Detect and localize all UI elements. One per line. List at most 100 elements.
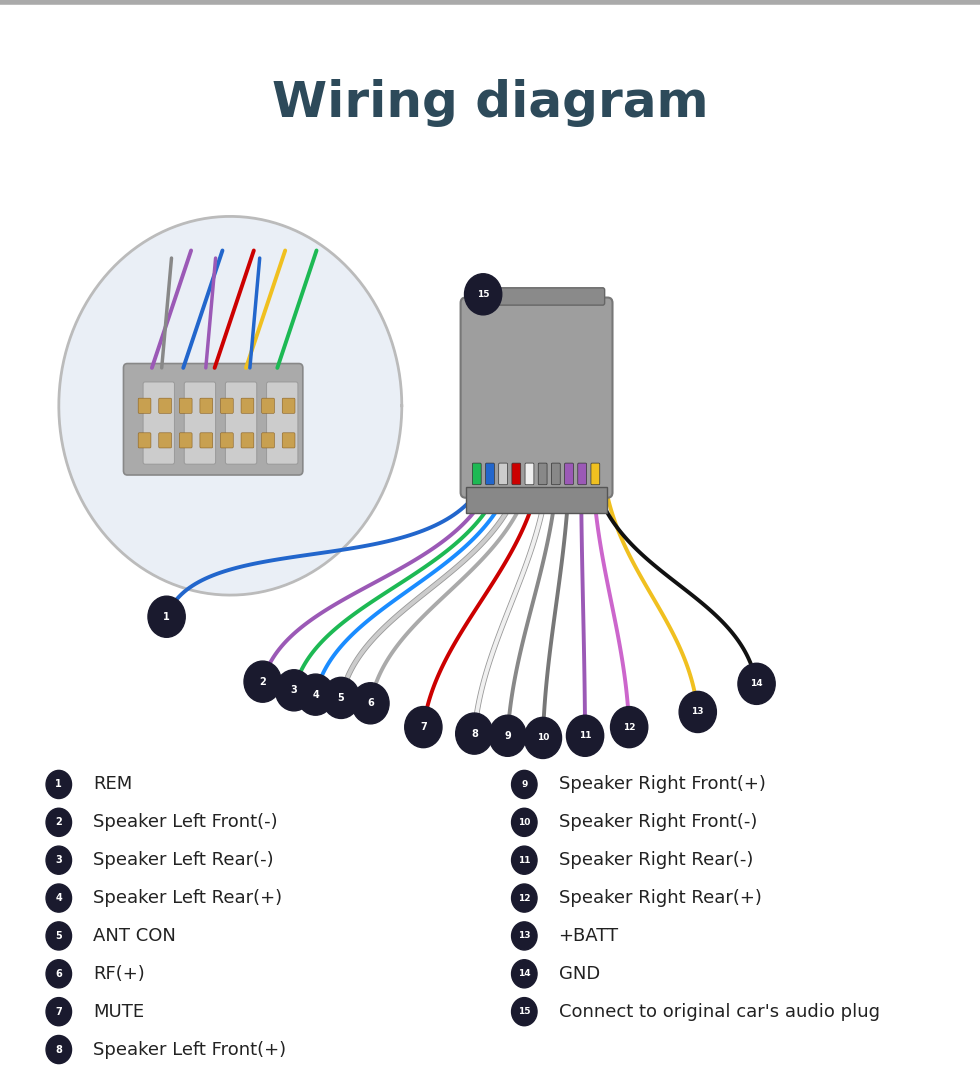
Text: Wiring diagram: Wiring diagram	[271, 79, 709, 127]
FancyBboxPatch shape	[143, 382, 174, 464]
FancyBboxPatch shape	[282, 433, 295, 448]
Circle shape	[524, 717, 562, 758]
FancyBboxPatch shape	[220, 433, 233, 448]
Circle shape	[512, 884, 537, 912]
FancyBboxPatch shape	[499, 463, 508, 485]
Text: 14: 14	[751, 679, 762, 688]
Text: Speaker Left Front(-): Speaker Left Front(-)	[93, 814, 277, 831]
FancyBboxPatch shape	[578, 463, 587, 485]
FancyBboxPatch shape	[564, 463, 573, 485]
Text: REM: REM	[93, 776, 132, 793]
FancyBboxPatch shape	[591, 463, 600, 485]
Text: 8: 8	[470, 728, 478, 739]
Text: 2: 2	[260, 676, 266, 687]
Text: Speaker Left Front(+): Speaker Left Front(+)	[93, 1041, 286, 1058]
Circle shape	[297, 674, 334, 715]
Text: 3: 3	[291, 685, 297, 696]
Text: Speaker Left Rear(-): Speaker Left Rear(-)	[93, 852, 273, 869]
FancyBboxPatch shape	[241, 433, 254, 448]
Circle shape	[46, 808, 72, 836]
FancyBboxPatch shape	[159, 433, 171, 448]
Text: Speaker Right Rear(-): Speaker Right Rear(-)	[559, 852, 753, 869]
FancyBboxPatch shape	[267, 382, 298, 464]
Text: 9: 9	[521, 780, 527, 789]
Circle shape	[738, 663, 775, 704]
Text: 8: 8	[55, 1044, 63, 1055]
FancyBboxPatch shape	[485, 463, 494, 485]
Circle shape	[148, 596, 185, 637]
Text: 4: 4	[56, 893, 62, 903]
Text: MUTE: MUTE	[93, 1003, 144, 1020]
FancyBboxPatch shape	[184, 382, 216, 464]
Text: 6: 6	[56, 968, 62, 979]
FancyBboxPatch shape	[262, 398, 274, 413]
Text: 5: 5	[338, 692, 344, 703]
FancyBboxPatch shape	[512, 463, 520, 485]
Text: 4: 4	[313, 689, 318, 700]
Text: RF(+): RF(+)	[93, 965, 145, 982]
Text: 2: 2	[56, 817, 62, 828]
Circle shape	[46, 884, 72, 912]
FancyBboxPatch shape	[225, 382, 257, 464]
FancyBboxPatch shape	[138, 433, 151, 448]
FancyBboxPatch shape	[200, 433, 213, 448]
Text: 3: 3	[56, 855, 62, 866]
Text: 9: 9	[505, 730, 511, 741]
FancyBboxPatch shape	[282, 398, 295, 413]
Polygon shape	[59, 216, 402, 595]
Text: 1: 1	[164, 611, 170, 622]
Text: 1: 1	[56, 779, 62, 790]
Text: 15: 15	[518, 1007, 530, 1016]
FancyBboxPatch shape	[525, 463, 534, 485]
Circle shape	[405, 707, 442, 748]
FancyBboxPatch shape	[123, 364, 303, 475]
Circle shape	[512, 846, 537, 874]
Circle shape	[679, 691, 716, 733]
Circle shape	[46, 846, 72, 874]
Text: Connect to original car's audio plug: Connect to original car's audio plug	[559, 1003, 880, 1020]
FancyBboxPatch shape	[472, 463, 481, 485]
Text: Speaker Right Front(-): Speaker Right Front(-)	[559, 814, 757, 831]
Circle shape	[46, 998, 72, 1026]
Circle shape	[566, 715, 604, 756]
FancyBboxPatch shape	[179, 433, 192, 448]
FancyBboxPatch shape	[461, 298, 612, 498]
Text: 11: 11	[518, 856, 530, 865]
Text: 7: 7	[56, 1006, 62, 1017]
Text: 10: 10	[518, 818, 530, 827]
Circle shape	[512, 960, 537, 988]
FancyBboxPatch shape	[262, 433, 274, 448]
Circle shape	[46, 770, 72, 799]
FancyBboxPatch shape	[159, 398, 171, 413]
Text: 10: 10	[537, 734, 549, 742]
Circle shape	[465, 274, 502, 315]
Circle shape	[512, 998, 537, 1026]
Circle shape	[456, 713, 493, 754]
FancyBboxPatch shape	[200, 398, 213, 413]
Text: Speaker Right Rear(+): Speaker Right Rear(+)	[559, 889, 761, 907]
Text: 13: 13	[518, 932, 530, 940]
FancyBboxPatch shape	[538, 463, 547, 485]
FancyBboxPatch shape	[179, 398, 192, 413]
Circle shape	[46, 960, 72, 988]
FancyBboxPatch shape	[468, 288, 605, 305]
Text: 15: 15	[477, 290, 489, 299]
Text: 12: 12	[623, 723, 635, 731]
Circle shape	[512, 770, 537, 799]
FancyBboxPatch shape	[241, 398, 254, 413]
Text: 14: 14	[518, 969, 530, 978]
Circle shape	[352, 683, 389, 724]
Text: Speaker Right Front(+): Speaker Right Front(+)	[559, 776, 765, 793]
Text: 7: 7	[420, 722, 426, 733]
Circle shape	[512, 808, 537, 836]
Text: 12: 12	[518, 894, 530, 902]
Text: GND: GND	[559, 965, 600, 982]
Text: ANT CON: ANT CON	[93, 927, 176, 945]
Circle shape	[611, 707, 648, 748]
Circle shape	[512, 922, 537, 950]
Text: 13: 13	[692, 708, 704, 716]
Circle shape	[322, 677, 360, 718]
Text: +BATT: +BATT	[559, 927, 618, 945]
Text: 11: 11	[579, 731, 591, 740]
Circle shape	[244, 661, 281, 702]
